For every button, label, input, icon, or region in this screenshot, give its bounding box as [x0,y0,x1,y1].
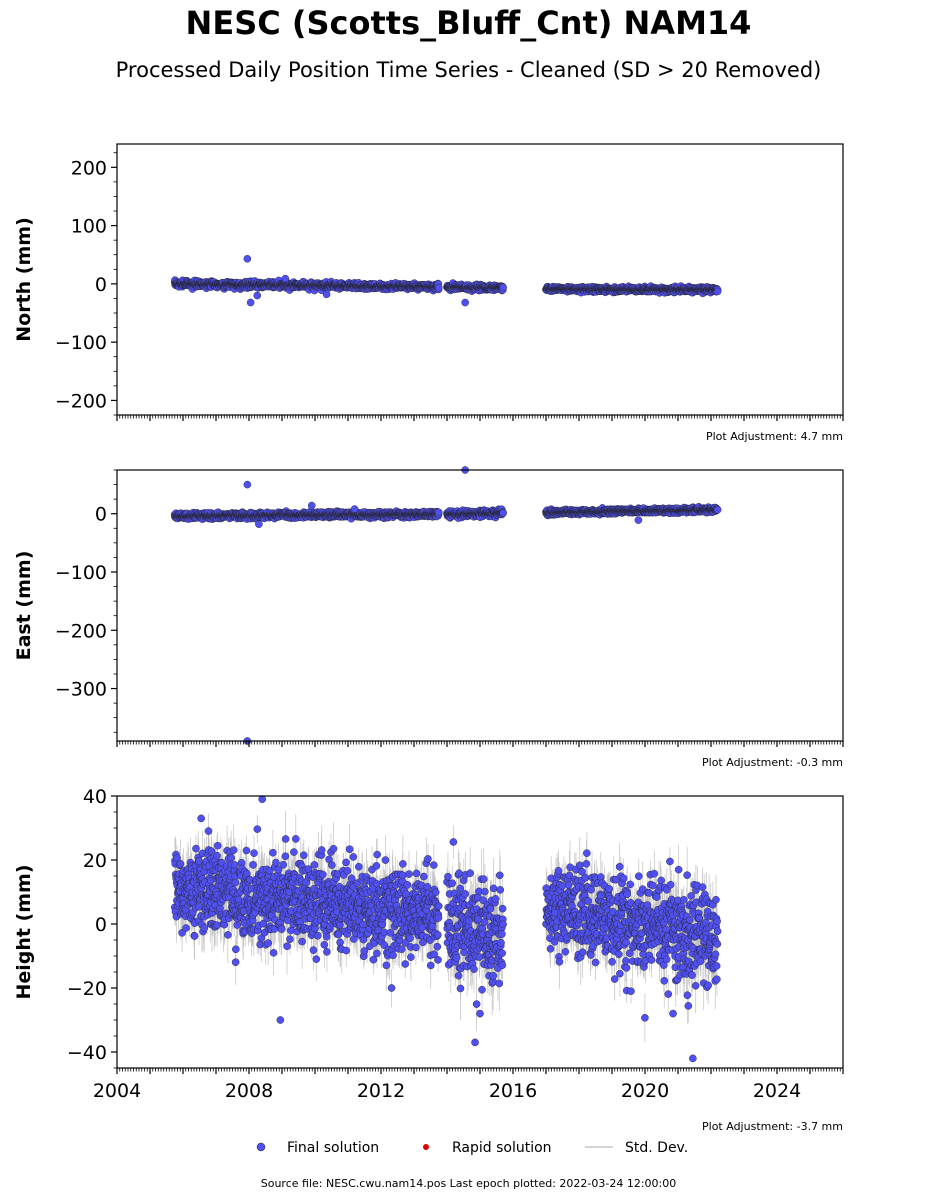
plot-adjustment-note: Plot Adjustment: 4.7 mm [706,430,843,443]
y-tick-label: 100 [71,216,107,238]
chart-title: NESC (Scotts_Bluff_Cnt) NAM14 [185,4,752,42]
outlier-point [713,287,722,296]
x-ticks [116,415,844,421]
final-solution-point [434,283,443,292]
panel-1: 200 100 0 −100 −200 North (mm) Plot Adjustment… [13,143,844,443]
final-solution-point [499,283,507,292]
y-axis-label: North (mm) [13,217,35,342]
chart-subtitle: Processed Daily Position Time Series - C… [115,58,822,82]
y-ticks: 200 100 0 −100 −200 [55,152,117,416]
y-tick-label: 0 [95,274,107,296]
y-tick-label: 200 [71,157,107,179]
outlier-point [281,274,290,283]
outlier-point [461,298,469,307]
y-tick-label: −100 [55,332,107,354]
outlier-point [253,291,262,300]
outlier-point [322,290,331,299]
outlier-point [246,298,255,307]
y-tick-label: −200 [55,390,107,412]
outlier-point [243,255,252,263]
final-solution-points [170,255,722,307]
